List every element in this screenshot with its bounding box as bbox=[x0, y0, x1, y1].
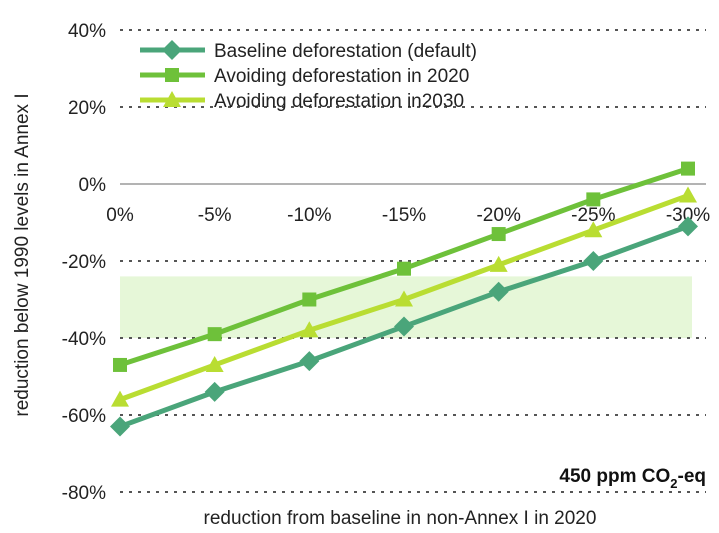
data-point-diamond bbox=[488, 281, 509, 302]
y-tick-label: -40% bbox=[62, 329, 106, 350]
gridlines bbox=[120, 29, 706, 493]
y-tick-label: 40% bbox=[68, 21, 106, 42]
data-point-triangle bbox=[584, 221, 603, 238]
series-group bbox=[110, 216, 698, 437]
y-tick-labels: 40% 20% 0% -20% -40% -60% -80% bbox=[62, 21, 106, 504]
data-point-triangle bbox=[679, 186, 697, 203]
scenario-annotation: 450 ppm CO2-eq bbox=[559, 466, 706, 491]
annotation-suffix: -eq bbox=[678, 466, 707, 487]
data-point-square bbox=[681, 161, 695, 176]
data-point-triangle bbox=[489, 255, 508, 272]
data-point-square bbox=[491, 227, 506, 242]
x-tick-label: -20% bbox=[476, 205, 520, 226]
x-tick-label: -25% bbox=[571, 205, 615, 226]
x-tick-label: -30% bbox=[666, 205, 710, 226]
annotation-subscript: 2 bbox=[670, 476, 677, 491]
y-tick-label: -60% bbox=[62, 406, 106, 427]
series bbox=[110, 161, 698, 437]
x-axis-title: reduction from baseline in non-Annex I i… bbox=[204, 508, 597, 529]
data-point-diamond bbox=[394, 316, 414, 337]
y-tick-label: 20% bbox=[68, 98, 106, 119]
data-point-triangle bbox=[205, 355, 224, 372]
legend-swatch-marker bbox=[163, 91, 181, 107]
legend-swatch-marker bbox=[162, 40, 182, 60]
legend-swatch-marker bbox=[165, 68, 179, 82]
y-tick-label: -80% bbox=[62, 483, 106, 504]
data-point-square bbox=[302, 292, 317, 307]
legend-label: Avoiding deforestation in2030 bbox=[214, 91, 464, 112]
legend-label: Avoiding deforestation in 2020 bbox=[214, 66, 469, 87]
data-point-square bbox=[397, 261, 411, 276]
y-tick-label: 0% bbox=[79, 175, 107, 196]
data-point-diamond bbox=[110, 416, 130, 437]
legend-label: Baseline deforestation (default) bbox=[214, 41, 477, 62]
data-point-square bbox=[586, 192, 601, 207]
x-tick-label: 0% bbox=[106, 205, 134, 226]
x-tick-label: -10% bbox=[287, 205, 331, 226]
data-point-triangle bbox=[395, 290, 413, 307]
data-point-diamond bbox=[299, 351, 320, 372]
data-point-square bbox=[113, 357, 127, 372]
legend: Baseline deforestation (default) Avoiding… bbox=[140, 40, 477, 112]
data-point-triangle bbox=[111, 390, 129, 407]
data-point-triangle bbox=[300, 321, 319, 338]
data-point-diamond bbox=[583, 251, 604, 271]
x-tick-labels: 0% -5% -10% -15% -20% -25% -30% bbox=[106, 205, 710, 226]
data-point-diamond bbox=[678, 216, 698, 237]
data-point-square bbox=[207, 327, 222, 342]
series-group bbox=[113, 161, 695, 372]
data-point-diamond bbox=[204, 381, 225, 402]
y-axis-title: reduction below 1990 levels in Annex I bbox=[12, 93, 33, 416]
annotation-main: 450 ppm CO bbox=[559, 466, 670, 487]
y-tick-label: -20% bbox=[62, 252, 106, 273]
x-tick-label: -5% bbox=[198, 205, 232, 226]
series-group bbox=[111, 186, 697, 407]
x-tick-label: -15% bbox=[382, 205, 426, 226]
